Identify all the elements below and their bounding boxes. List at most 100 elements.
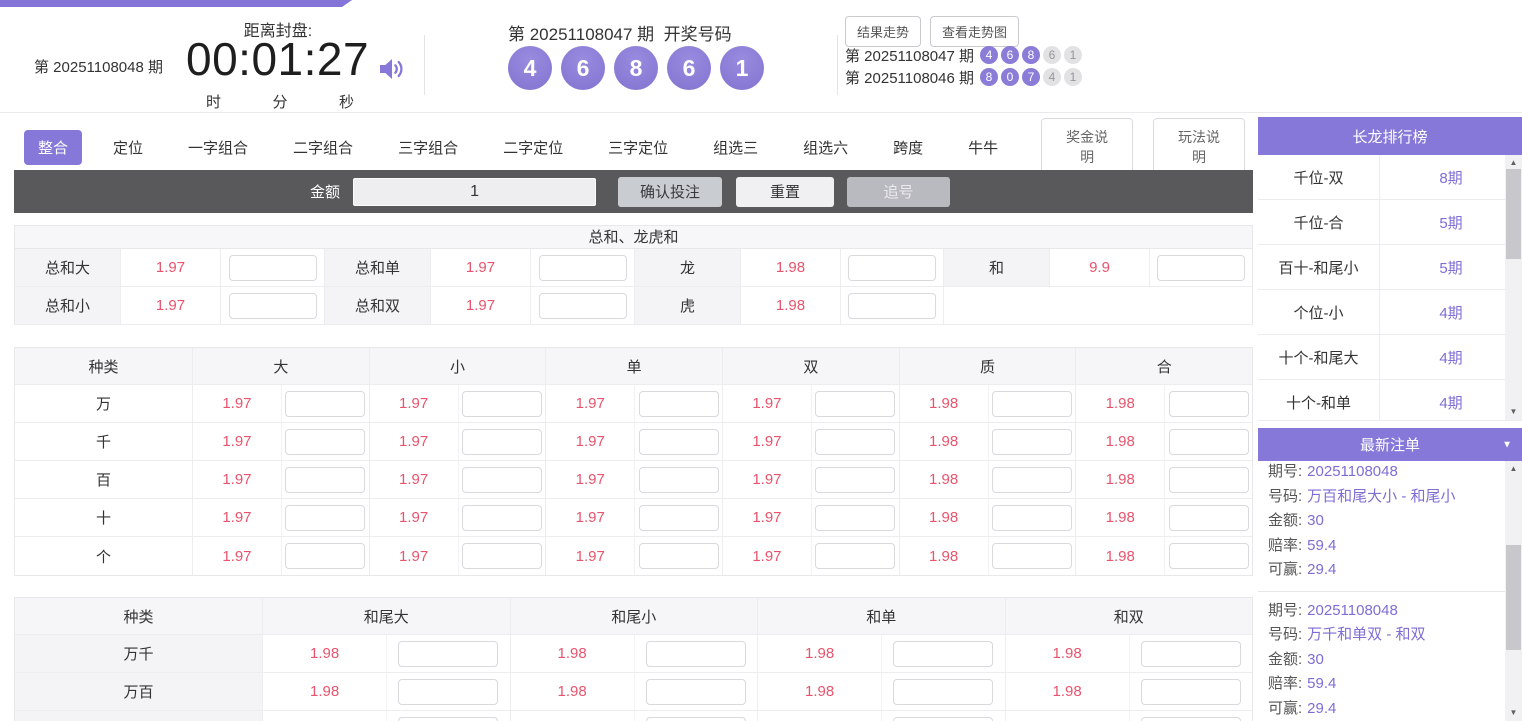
- bet-input[interactable]: [815, 543, 896, 569]
- odds-cell[interactable]: 1.98: [1105, 395, 1135, 412]
- bet-input[interactable]: [893, 678, 994, 705]
- scroll-thumb[interactable]: [1506, 169, 1521, 259]
- odds-cell[interactable]: 1.98: [741, 249, 841, 287]
- bet-input[interactable]: [1168, 504, 1249, 531]
- bet-input[interactable]: [398, 717, 499, 721]
- odds-cell[interactable]: 1.98: [310, 683, 340, 700]
- tab-item[interactable]: 定位: [113, 139, 144, 157]
- tab-item[interactable]: 二字定位: [503, 139, 564, 157]
- reset-button[interactable]: 重置: [736, 176, 835, 207]
- bet-input[interactable]: [461, 390, 542, 417]
- bet-input[interactable]: [1140, 717, 1241, 721]
- bet-input[interactable]: [538, 254, 627, 281]
- dragon-scrollbar[interactable]: ▲ ▼: [1505, 155, 1522, 420]
- scroll-down-icon[interactable]: ▼: [1509, 407, 1518, 416]
- odds-cell[interactable]: [263, 711, 386, 721]
- odds-cell[interactable]: 9.9: [1050, 249, 1150, 287]
- odds-cell[interactable]: 1.98: [929, 433, 959, 450]
- odds-cell[interactable]: 1.98: [741, 287, 841, 325]
- bet-input[interactable]: [1157, 254, 1245, 281]
- scroll-down-icon[interactable]: ▼: [1509, 708, 1518, 717]
- bet-input[interactable]: [461, 543, 542, 569]
- bet-input[interactable]: [815, 504, 896, 531]
- tab-item[interactable]: 三字定位: [608, 139, 669, 157]
- chase-button[interactable]: 追号: [847, 176, 951, 207]
- scroll-up-icon[interactable]: ▲: [1509, 464, 1518, 473]
- odds-cell[interactable]: 1.97: [222, 395, 252, 412]
- odds-cell[interactable]: 1.98: [929, 509, 959, 526]
- odds-cell[interactable]: 1.98: [1105, 547, 1135, 565]
- tab-item[interactable]: 组选六: [803, 139, 849, 157]
- tab-item[interactable]: 跨度: [893, 139, 924, 157]
- trend-results-button[interactable]: 结果走势: [845, 16, 922, 47]
- odds-cell[interactable]: 1.98: [1052, 645, 1082, 662]
- bet-input[interactable]: [1168, 390, 1249, 417]
- bet-input[interactable]: [815, 466, 896, 493]
- odds-cell[interactable]: 1.97: [575, 395, 605, 412]
- odds-cell[interactable]: 1.98: [929, 471, 959, 488]
- odds-cell[interactable]: [511, 711, 634, 721]
- bet-input[interactable]: [398, 640, 499, 667]
- odds-cell[interactable]: 1.98: [557, 645, 587, 662]
- bet-input[interactable]: [638, 504, 719, 531]
- odds-cell[interactable]: 1.98: [1105, 509, 1135, 526]
- bet-input[interactable]: [638, 466, 719, 493]
- scroll-up-icon[interactable]: ▲: [1509, 158, 1518, 167]
- chevron-down-icon[interactable]: ▼: [1502, 439, 1512, 450]
- bet-input[interactable]: [285, 428, 366, 455]
- bet-input[interactable]: [645, 678, 746, 705]
- bet-input[interactable]: [638, 428, 719, 455]
- bet-input[interactable]: [285, 504, 366, 531]
- odds-cell[interactable]: 1.97: [398, 395, 429, 412]
- bet-input[interactable]: [538, 292, 627, 319]
- odds-cell[interactable]: 1.97: [752, 547, 782, 565]
- bet-input[interactable]: [461, 428, 542, 455]
- bet-input[interactable]: [228, 292, 317, 319]
- bet-input[interactable]: [285, 543, 366, 569]
- odds-cell[interactable]: 1.97: [575, 471, 605, 488]
- bet-input[interactable]: [645, 717, 746, 721]
- odds-cell[interactable]: 1.97: [222, 433, 252, 450]
- bet-input[interactable]: [991, 428, 1072, 455]
- odds-cell[interactable]: 1.97: [752, 433, 782, 450]
- bet-input[interactable]: [815, 390, 896, 417]
- odds-cell[interactable]: 1.97: [121, 287, 221, 325]
- bet-input[interactable]: [1168, 466, 1249, 493]
- bet-input[interactable]: [285, 390, 366, 417]
- odds-cell[interactable]: 1.98: [310, 645, 340, 662]
- odds-cell[interactable]: [758, 711, 881, 721]
- odds-cell[interactable]: 1.97: [222, 547, 252, 565]
- odds-cell[interactable]: 1.98: [805, 683, 835, 700]
- prize-info-button[interactable]: 奖金说明: [1041, 118, 1134, 176]
- tab-item[interactable]: 牛牛: [968, 139, 999, 157]
- odds-cell[interactable]: 1.98: [1052, 683, 1082, 700]
- bet-input[interactable]: [991, 504, 1072, 531]
- odds-cell[interactable]: 1.97: [575, 547, 605, 565]
- bet-input[interactable]: [398, 678, 499, 705]
- bet-input[interactable]: [815, 428, 896, 455]
- odds-cell[interactable]: 1.97: [222, 471, 252, 488]
- odds-cell[interactable]: [1006, 711, 1129, 721]
- bet-input[interactable]: [285, 466, 366, 493]
- odds-cell[interactable]: 1.97: [398, 509, 429, 526]
- odds-cell[interactable]: 1.97: [575, 509, 605, 526]
- bet-input[interactable]: [848, 292, 936, 319]
- odds-cell[interactable]: 1.98: [1105, 433, 1135, 450]
- orders-scrollbar[interactable]: ▲ ▼: [1505, 461, 1522, 721]
- tab-item[interactable]: 组选三: [713, 139, 759, 157]
- bet-input[interactable]: [991, 390, 1072, 417]
- confirm-bet-button[interactable]: 确认投注: [618, 176, 723, 207]
- bet-input[interactable]: [638, 543, 719, 569]
- bet-input[interactable]: [461, 466, 542, 493]
- amount-input[interactable]: [353, 177, 597, 206]
- odds-cell[interactable]: 1.98: [557, 683, 587, 700]
- bet-input[interactable]: [991, 543, 1072, 569]
- bet-input[interactable]: [893, 717, 994, 721]
- odds-cell[interactable]: 1.97: [398, 471, 429, 488]
- odds-cell[interactable]: 1.97: [575, 433, 605, 450]
- trend-chart-button[interactable]: 查看走势图: [930, 16, 1020, 47]
- odds-cell[interactable]: 1.97: [398, 547, 429, 565]
- odds-cell[interactable]: 1.97: [752, 509, 782, 526]
- odds-cell[interactable]: 1.97: [752, 471, 782, 488]
- tab-item[interactable]: 整合: [24, 129, 83, 165]
